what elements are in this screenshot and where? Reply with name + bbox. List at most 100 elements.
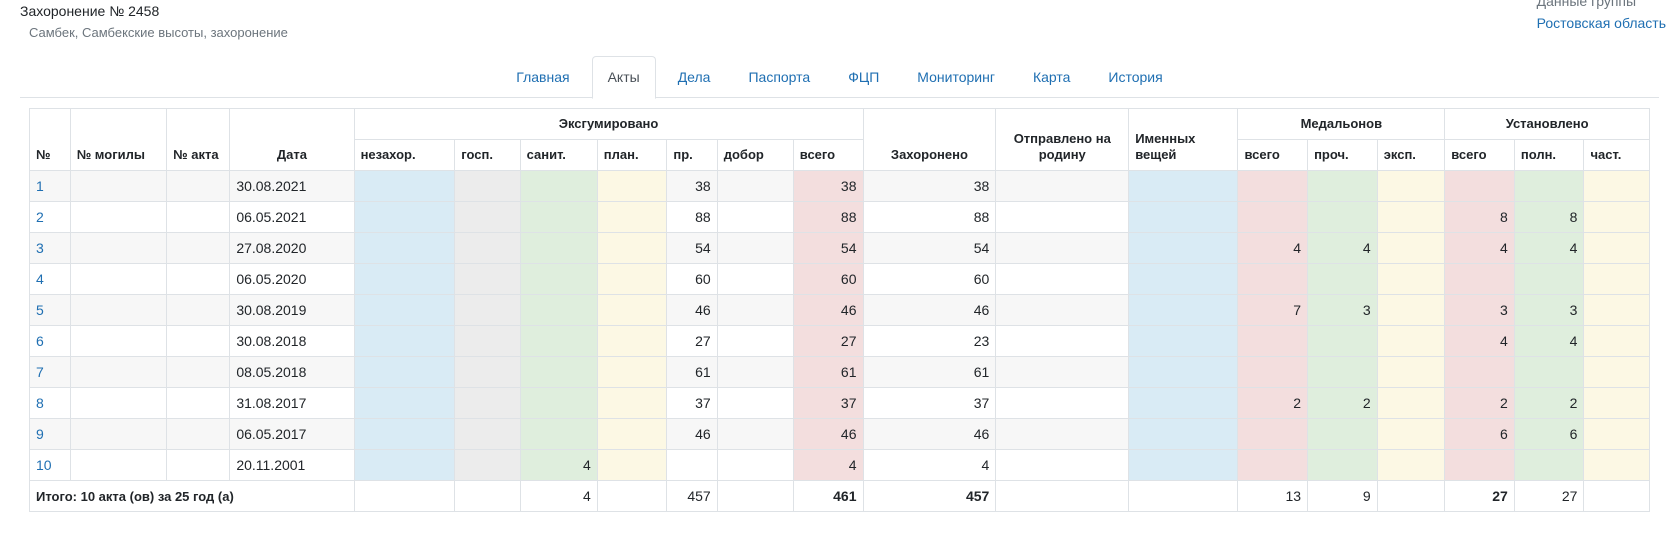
inst-total-cell: 8 — [1444, 201, 1515, 233]
tab-item[interactable]: История — [1108, 69, 1163, 85]
act-link[interactable]: 3 — [36, 240, 44, 256]
col-inst-part-header: част. — [1583, 139, 1650, 171]
total-cell: 27 — [792, 325, 864, 357]
inst-total-cell: 6 — [1444, 418, 1515, 450]
col-sanit-header: санит. — [519, 139, 598, 171]
sent-cell — [995, 356, 1130, 388]
inst-part-cell — [1583, 356, 1650, 388]
tab-item[interactable]: Акты — [591, 56, 656, 99]
inst-part-cell — [1583, 201, 1650, 233]
tab-bar: Главная Акты Дела Паспорта ФЦП Мониторинг Карт… — [20, 56, 1659, 99]
col-pr-header: пр. — [666, 139, 718, 171]
hosp-cell — [454, 418, 521, 450]
med-exp-cell — [1376, 387, 1446, 419]
dobor-cell — [716, 294, 794, 326]
dobor-cell — [716, 201, 794, 233]
unburied-cell — [353, 325, 456, 357]
sent-cell — [995, 387, 1130, 419]
act-link[interactable]: 10 — [36, 457, 52, 473]
med-read-cell — [1307, 201, 1378, 233]
named-cell — [1128, 356, 1239, 388]
inst-total-cell — [1444, 263, 1515, 295]
inst-full-cell: 6 — [1513, 418, 1585, 450]
plan-cell — [596, 356, 668, 388]
act-link[interactable]: 6 — [36, 333, 44, 349]
act-link[interactable]: 8 — [36, 395, 44, 411]
dobor-cell — [716, 170, 794, 202]
tab-item[interactable]: Паспорта — [748, 69, 811, 85]
col-hosp-header: госп. — [454, 139, 521, 171]
group-region-link[interactable]: Ростовская область — [1536, 15, 1666, 31]
med-exp-cell — [1376, 294, 1446, 326]
row-num-cell: 2 — [29, 201, 71, 233]
sanit-cell — [519, 418, 598, 450]
act-link[interactable]: 7 — [36, 364, 44, 380]
tab-item[interactable]: Мониторинг — [917, 69, 995, 85]
buried-cell: 88 — [862, 201, 997, 233]
dobor-cell — [716, 418, 794, 450]
total-med-read-cell: 9 — [1307, 480, 1378, 512]
inst-full-cell — [1513, 263, 1585, 295]
med-read-cell — [1307, 449, 1378, 481]
med-read-cell — [1307, 325, 1378, 357]
hosp-cell — [454, 387, 521, 419]
inst-total-cell — [1444, 170, 1515, 202]
sent-cell — [995, 294, 1130, 326]
sent-cell — [995, 232, 1130, 264]
buried-cell: 61 — [862, 356, 997, 388]
plan-cell — [596, 263, 668, 295]
date-cell: 31.08.2017 — [229, 387, 355, 419]
row-num-cell: 3 — [29, 232, 71, 264]
group-label: Данные группы — [1536, 0, 1637, 9]
tab-item[interactable]: ФЦП — [848, 69, 880, 85]
row-num-cell: 9 — [29, 418, 71, 450]
act-link[interactable]: 9 — [36, 426, 44, 442]
col-med-read-header: проч. — [1307, 139, 1378, 171]
date-cell: 20.11.2001 — [229, 449, 355, 481]
total-cell: 88 — [792, 201, 864, 233]
inst-full-cell — [1513, 170, 1585, 202]
buried-cell: 54 — [862, 232, 997, 264]
med-read-cell — [1307, 356, 1378, 388]
med-exp-cell — [1376, 449, 1446, 481]
table-row: 6 30.08.2018 27 27 23 4 4 — [29, 325, 1650, 357]
inst-part-cell — [1583, 449, 1650, 481]
plan-cell — [596, 418, 668, 450]
med-total-cell — [1237, 449, 1309, 481]
hosp-cell — [454, 232, 521, 264]
act-link[interactable]: 1 — [36, 178, 44, 194]
named-cell — [1128, 294, 1239, 326]
act-cell — [166, 294, 231, 326]
inst-total-cell — [1444, 356, 1515, 388]
tab-item[interactable]: Дела — [677, 69, 711, 85]
total-sent-cell — [995, 480, 1130, 512]
tab-item[interactable]: Главная — [516, 69, 570, 85]
inst-part-cell — [1583, 170, 1650, 202]
total-med-total-cell: 13 — [1237, 480, 1309, 512]
total-cell: 37 — [792, 387, 864, 419]
table-row: 1 30.08.2021 38 38 38 — [29, 170, 1650, 202]
dobor-cell — [716, 263, 794, 295]
pr-cell: 38 — [666, 170, 718, 202]
pr-cell: 46 — [666, 294, 718, 326]
tab-item[interactable]: Карта — [1032, 69, 1071, 85]
table-row: 2 06.05.2021 88 88 88 8 8 — [29, 201, 1650, 233]
act-link[interactable]: 2 — [36, 209, 44, 225]
sanit-cell — [519, 232, 598, 264]
buried-cell: 60 — [862, 263, 997, 295]
sanit-cell — [519, 356, 598, 388]
pr-cell: 27 — [666, 325, 718, 357]
act-link[interactable]: 5 — [36, 302, 44, 318]
med-total-cell — [1237, 325, 1309, 357]
total-sanit-cell: 4 — [519, 480, 598, 512]
page-title: Захоронение № 2458 — [20, 3, 160, 19]
med-exp-cell — [1376, 232, 1446, 264]
med-exp-cell — [1376, 170, 1446, 202]
named-cell — [1128, 418, 1239, 450]
med-read-cell — [1307, 418, 1378, 450]
total-cell: 4 — [792, 449, 864, 481]
unburied-cell — [353, 201, 456, 233]
named-cell — [1128, 387, 1239, 419]
med-exp-cell — [1376, 418, 1446, 450]
act-link[interactable]: 4 — [36, 271, 44, 287]
